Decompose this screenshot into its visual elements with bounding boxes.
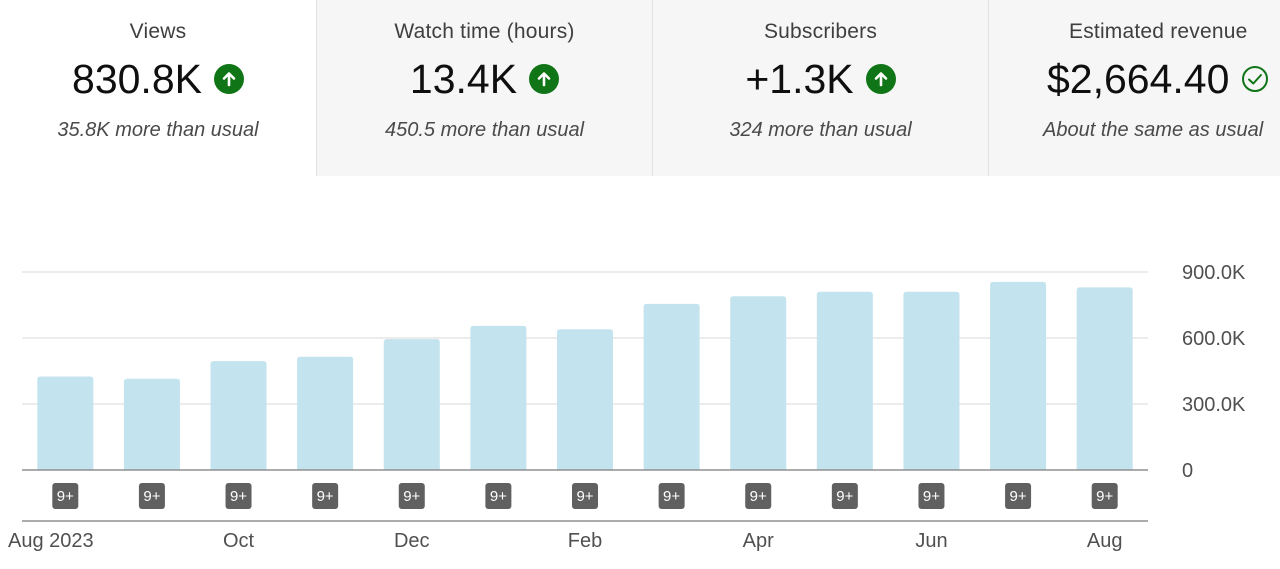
metric-card-watch-time[interactable]: Watch time (hours) 13.4K 450.5 more than… xyxy=(316,0,652,176)
x-tick-label: Apr xyxy=(743,530,774,552)
metric-comparison: 450.5 more than usual xyxy=(384,119,585,141)
metric-title: Subscribers xyxy=(763,20,878,43)
content-marker[interactable]: 9+ xyxy=(398,483,425,509)
up-arrow-icon xyxy=(529,64,560,94)
marker-label: 9+ xyxy=(230,488,247,505)
bar[interactable] xyxy=(123,378,180,470)
x-tick-label: Dec xyxy=(394,530,430,552)
metric-value: +1.3K xyxy=(745,56,854,102)
chart-x-ticks: Aug 2023 Oct Dec Feb Apr Jun Aug xyxy=(8,530,1122,552)
content-marker[interactable]: 9+ xyxy=(1005,483,1032,509)
marker-box xyxy=(572,483,598,509)
marker-box xyxy=(485,483,512,509)
metric-card-views[interactable]: Views 830.8K 35.8K more than usual xyxy=(0,0,316,176)
metric-card-subscribers[interactable]: Subscribers +1.3K 324 more than usual xyxy=(652,0,988,176)
marker-label: 9+ xyxy=(490,488,507,505)
marker-label: 9+ xyxy=(143,488,160,505)
content-marker[interactable]: 9+ xyxy=(1091,483,1118,509)
x-tick-label: Feb xyxy=(568,530,602,552)
marker-label: 9+ xyxy=(1010,488,1027,505)
metric-title: Views xyxy=(129,20,187,43)
metric-value: 13.4K xyxy=(409,56,518,102)
marker-label: 9+ xyxy=(576,488,593,505)
bar[interactable] xyxy=(816,291,873,470)
metric-value-row: $2,664.40 xyxy=(989,54,1280,104)
marker-box xyxy=(225,483,252,509)
content-marker[interactable]: 9+ xyxy=(138,483,165,509)
metric-value-row: 830.8K xyxy=(0,54,316,104)
marker-box xyxy=(745,483,772,509)
bar[interactable] xyxy=(990,281,1047,470)
y-tick-label: 300.0K xyxy=(1182,394,1246,416)
marker-box xyxy=(658,483,685,509)
x-tick-label: Aug xyxy=(1087,530,1123,552)
marker-box xyxy=(1091,483,1118,509)
chart-markers: 9+ 9+ 9+ 9+ 9+ 9+ 9+ 9+ 9+ 9+ 9+ 9+ 9+ xyxy=(52,483,1118,509)
content-marker[interactable]: 9+ xyxy=(745,483,772,509)
metric-value: 830.8K xyxy=(72,56,202,102)
marker-label: 9+ xyxy=(923,488,940,505)
content-marker[interactable]: 9+ xyxy=(572,483,598,509)
marker-box xyxy=(831,483,858,509)
marker-box xyxy=(398,483,425,509)
up-arrow-icon xyxy=(213,64,244,94)
marker-label: 9+ xyxy=(403,488,420,505)
metric-comparison: 35.8K more than usual xyxy=(57,119,259,141)
content-marker[interactable]: 9+ xyxy=(918,483,945,509)
marker-box xyxy=(138,483,165,509)
y-tick-label: 0 xyxy=(1182,460,1193,482)
check-circle-icon xyxy=(1241,65,1269,93)
metric-value-row: +1.3K xyxy=(653,54,988,104)
content-marker[interactable]: 9+ xyxy=(485,483,512,509)
content-marker[interactable]: 9+ xyxy=(225,483,252,509)
marker-box xyxy=(918,483,945,509)
marker-label: 9+ xyxy=(317,488,334,505)
marker-box xyxy=(52,483,79,509)
metric-title: Watch time (hours) xyxy=(394,20,575,43)
content-marker[interactable]: 9+ xyxy=(831,483,858,509)
bar[interactable] xyxy=(470,325,527,470)
chart-bars xyxy=(37,281,1133,471)
bar[interactable] xyxy=(210,361,267,470)
marker-box xyxy=(312,483,339,509)
marker-label: 9+ xyxy=(836,488,853,505)
content-marker[interactable]: 9+ xyxy=(312,483,339,509)
marker-label: 9+ xyxy=(750,488,767,505)
marker-label: 9+ xyxy=(663,488,680,505)
metric-value-row: 13.4K xyxy=(317,54,652,104)
metric-title: Estimated revenue xyxy=(1069,20,1248,43)
y-tick-label: 900.0K xyxy=(1182,262,1246,284)
up-arrow-icon xyxy=(865,64,896,94)
metric-value: $2,664.40 xyxy=(1047,56,1230,102)
chart-axes xyxy=(22,469,1148,522)
metric-comparison: 324 more than usual xyxy=(729,119,912,141)
bar[interactable] xyxy=(903,291,960,470)
x-tick-label: Aug 2023 xyxy=(8,530,94,552)
content-marker[interactable]: 9+ xyxy=(658,483,685,509)
content-marker[interactable]: 9+ xyxy=(52,483,79,509)
y-tick-label: 600.0K xyxy=(1182,328,1246,350)
bar[interactable] xyxy=(383,339,440,470)
bar[interactable] xyxy=(1076,287,1133,470)
x-tick-label: Jun xyxy=(915,530,947,552)
marker-label: 9+ xyxy=(1096,488,1113,505)
chart-y-ticks: 0 300.0K 600.0K 900.0K xyxy=(1182,262,1246,482)
metric-cards: Views 830.8K 35.8K more than usual Watch… xyxy=(0,0,1280,176)
marker-label: 9+ xyxy=(57,488,74,505)
metric-comparison: About the same as usual xyxy=(1043,119,1264,141)
metric-card-revenue[interactable]: Estimated revenue $2,664.40 About the sa… xyxy=(988,0,1280,176)
bar[interactable] xyxy=(643,303,700,470)
x-tick-label: Oct xyxy=(223,530,255,552)
bar[interactable] xyxy=(730,296,787,470)
marker-box xyxy=(1005,483,1032,509)
bar[interactable] xyxy=(37,376,94,471)
bar[interactable] xyxy=(557,329,613,470)
bar[interactable] xyxy=(297,356,354,470)
